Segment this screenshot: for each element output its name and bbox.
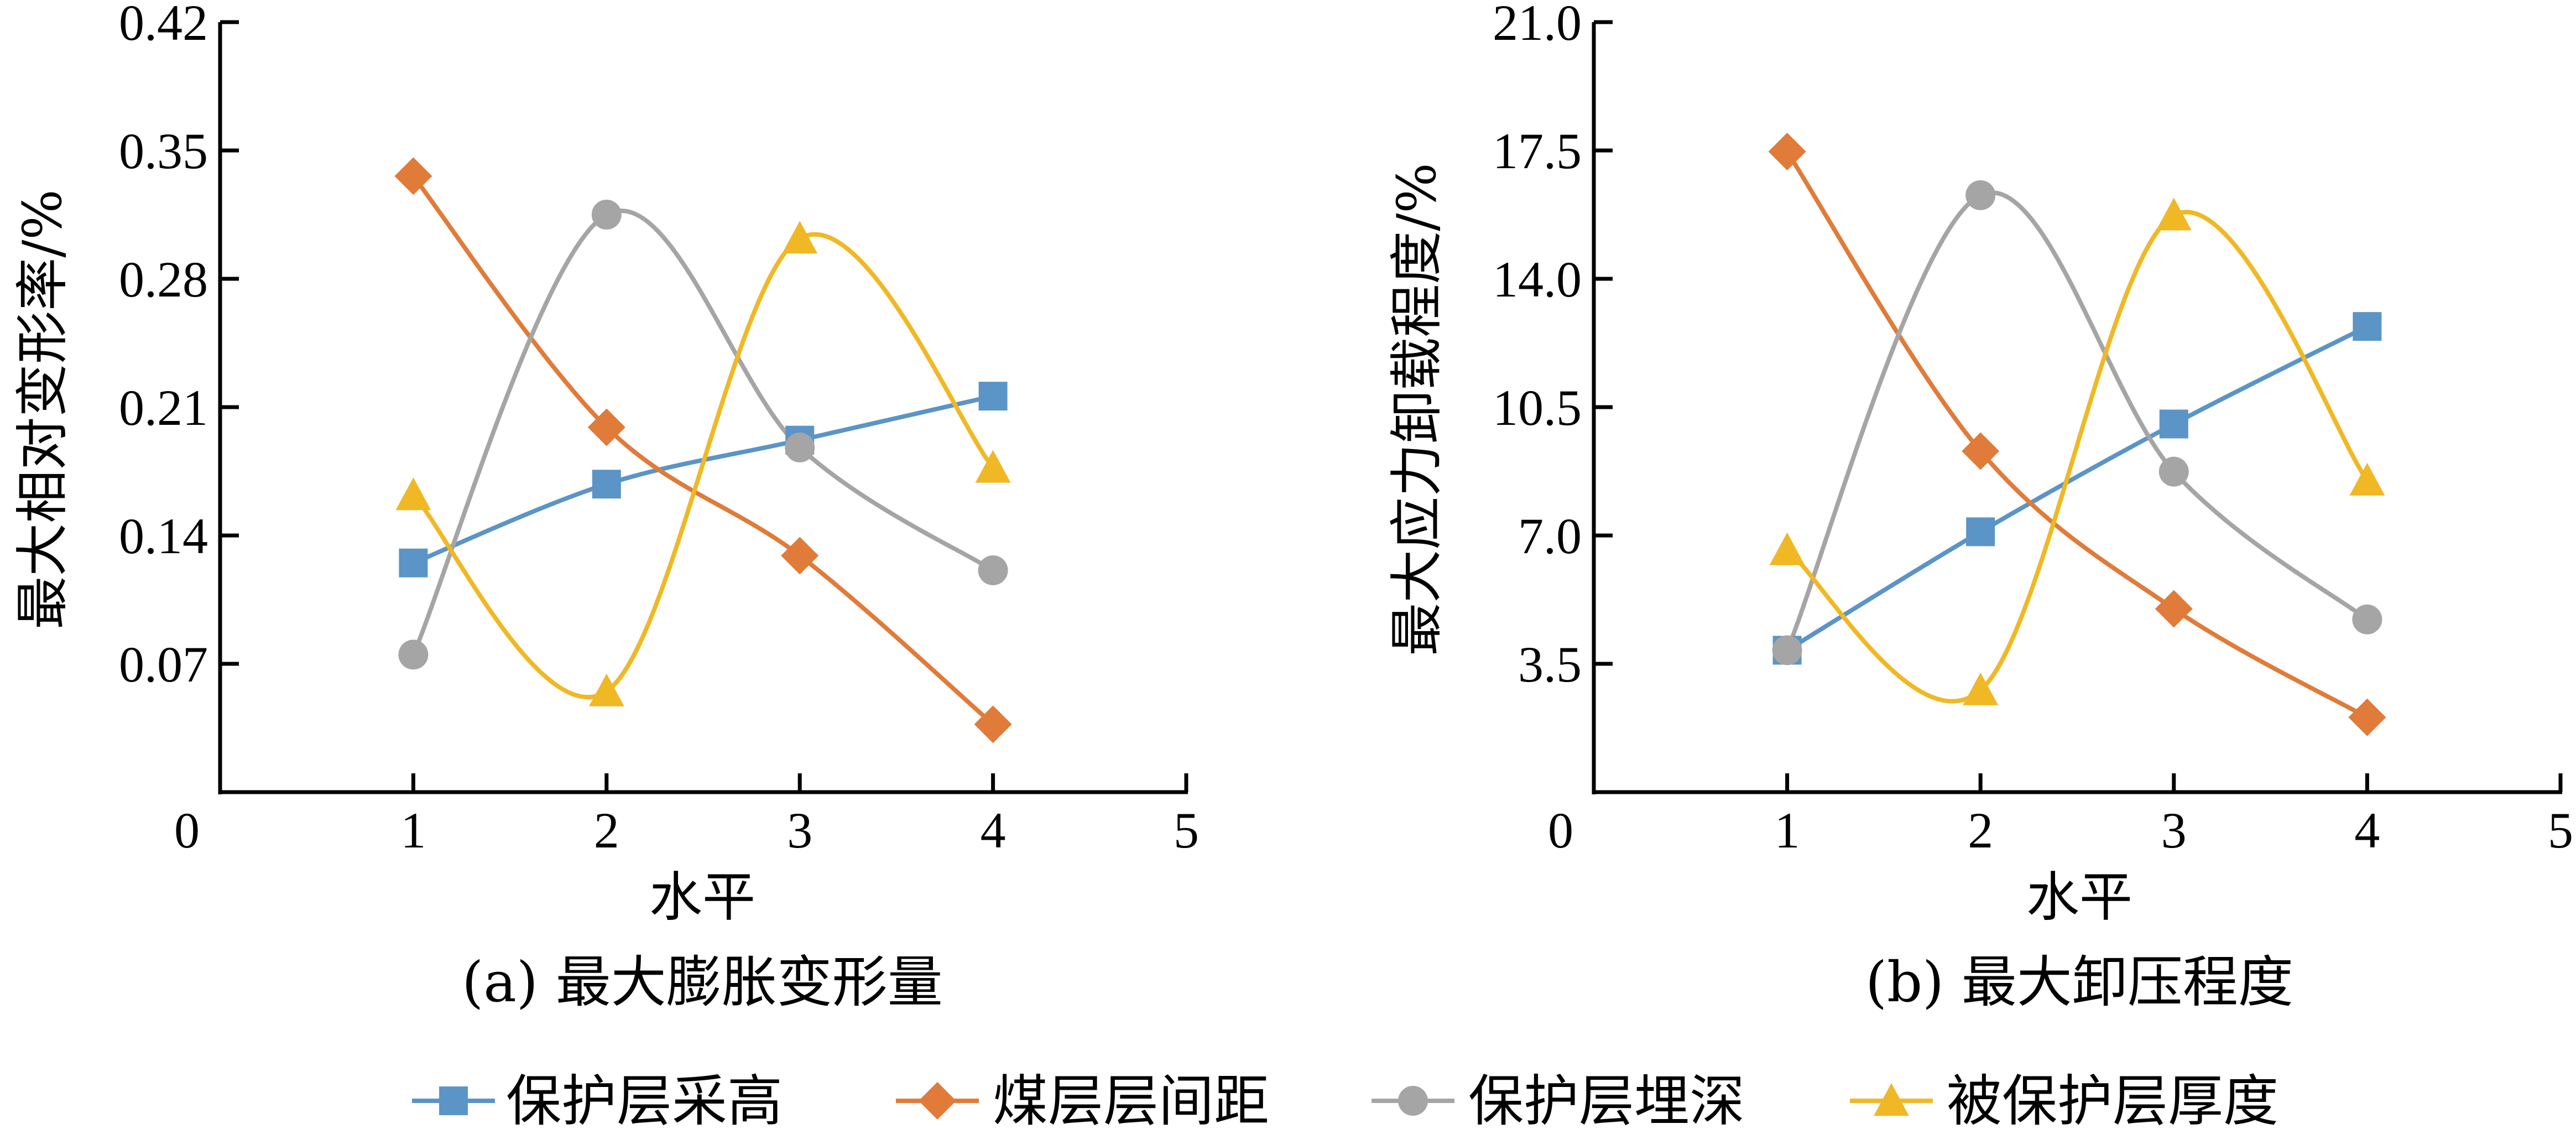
chart-b-y-tick-label: 10.5 <box>1493 379 1582 436</box>
chart-a-y-tick-label: 0.35 <box>119 123 208 179</box>
chart-a-point-triangle <box>588 673 624 706</box>
chart-a-series-line-3 <box>411 232 995 699</box>
legend-label-3: 被保护层厚度 <box>1947 1069 2278 1133</box>
chart-b-x-tick-label: 5 <box>2548 802 2573 859</box>
chart-a-y-tick-label: 0.07 <box>119 636 208 693</box>
chart-b-point-triangle <box>2349 462 2385 496</box>
chart-b-point-circle <box>2352 604 2382 634</box>
chart-b-x-tick-label: 0 <box>1548 802 1573 859</box>
chart-a-series-line-2 <box>411 209 994 656</box>
chart-b-series-line-1 <box>1785 150 2369 720</box>
chart-b-y-tick-label: 14.0 <box>1493 251 1582 308</box>
legend-circle-shape <box>1398 1086 1428 1116</box>
legend-triangle-icon <box>1874 1083 1909 1116</box>
chart-b-series-line-0 <box>1786 324 2369 652</box>
chart-b-point-diamond <box>1768 132 1806 170</box>
chart-a-point-square <box>399 548 428 578</box>
chart-a-y-tick-label: 0.21 <box>119 379 208 436</box>
legend-item-0: 保护层采高 <box>412 1069 783 1133</box>
chart-b-y-tick-label: 3.5 <box>1518 636 1582 693</box>
legend: 保护层采高 煤层层间距 保护层埋深 被保护层厚度 <box>412 1069 2278 1133</box>
chart-a-point-triangle <box>395 477 431 511</box>
chart-a-point-diamond <box>394 157 432 195</box>
chart-a-x-tick-label: 4 <box>981 802 1006 859</box>
chart-panel-a: 0.07 0.14 0.21 0.28 0.35 0.42 0 1 2 3 4 5 水平 最大相对变形… <box>12 0 1199 1015</box>
chart-a-y-tick-label: 0.42 <box>119 0 208 51</box>
chart-a-point-triangle <box>782 221 818 254</box>
chart-panel-b: 3.5 7.0 10.5 14.0 17.5 21.0 0 1 2 3 4 5 水平 最大应力卸载程度… <box>1386 0 2573 1015</box>
legend-item-3: 被保护层厚度 <box>1850 1069 2278 1133</box>
chart-b-point-circle <box>1772 635 1802 665</box>
chart-a-point-triangle <box>975 450 1011 483</box>
legend-square-icon <box>439 1086 468 1115</box>
chart-a-x-tick-label: 3 <box>787 802 812 859</box>
legend-label-2: 保护层埋深 <box>1468 1069 1745 1133</box>
chart-b-series-line-2 <box>1785 190 2369 652</box>
chart-b-point-triangle <box>1963 672 1999 705</box>
chart-a-series-line-1 <box>411 174 995 726</box>
chart-a-point-circle <box>785 432 815 462</box>
chart-b-y-tick-label: 7.0 <box>1518 508 1582 564</box>
chart-a-x-tick-label: 5 <box>1174 802 1199 859</box>
chart-b-point-circle <box>2158 456 2189 487</box>
legend-label-0: 保护层采高 <box>506 1069 783 1133</box>
chart-b-x-tick-label: 1 <box>1775 802 1800 859</box>
chart-a-y-tick-label: 0.28 <box>119 251 208 308</box>
chart-a-marks: 0.07 0.14 0.21 0.28 0.35 0.42 0 1 2 3 4 5 <box>119 0 1199 859</box>
chart-a-xlabel: 水平 <box>649 866 755 928</box>
chart-b-point-diamond <box>1962 432 2000 470</box>
chart-b-ylabel: 最大应力卸载程度/% <box>1386 163 1448 656</box>
chart-a-point-circle <box>978 555 1008 585</box>
chart-b-series-line-3 <box>1786 210 2369 704</box>
chart-a-series-line-0 <box>412 394 994 565</box>
chart-b-xlabel: 水平 <box>2026 866 2132 928</box>
chart-a-point-circle <box>591 200 622 230</box>
chart-b-point-square <box>2159 409 2188 439</box>
legend-item-1: 煤层层间距 <box>896 1069 1269 1133</box>
chart-b-x-tick-label: 4 <box>2354 802 2380 859</box>
legend-diamond-shape <box>919 1082 956 1120</box>
chart-a-point-square <box>592 470 621 499</box>
chart-a-caption: (a) 最大膨胀变形量 <box>462 950 942 1015</box>
chart-b-point-triangle <box>2156 197 2192 231</box>
chart-a-point-square <box>978 382 1008 411</box>
chart-a-ylabel: 最大相对变形率/% <box>12 189 74 630</box>
chart-a-y-tick-label: 0.14 <box>119 508 208 564</box>
chart-b-y-tick-label: 17.5 <box>1493 123 1582 179</box>
chart-a-point-diamond <box>587 408 625 446</box>
chart-b-y-tick-label: 21.0 <box>1493 0 1582 51</box>
legend-diamond-icon <box>919 1082 956 1120</box>
legend-label-1: 煤层层间距 <box>993 1069 1269 1133</box>
chart-a-point-diamond <box>974 705 1012 743</box>
chart-a-x-tick-label: 2 <box>594 802 619 859</box>
chart-a-x-tick-label: 0 <box>174 802 200 859</box>
chart-a-x-tick-label: 1 <box>400 802 426 859</box>
legend-circle-icon <box>1398 1086 1428 1116</box>
chart-b-x-tick-label: 3 <box>2161 802 2187 859</box>
legend-triangle-shape <box>1874 1083 1909 1116</box>
chart-b-point-square <box>2353 312 2382 341</box>
chart-b-caption: (b) 最大卸压程度 <box>1865 950 2293 1015</box>
chart-b-x-tick-label: 2 <box>1968 802 1993 859</box>
chart-a-point-circle <box>398 639 429 670</box>
chart-b-point-triangle <box>1769 532 1805 565</box>
chart-b-point-square <box>1966 517 1995 547</box>
legend-square-shape <box>439 1086 468 1115</box>
chart-b-marks: 3.5 7.0 10.5 14.0 17.5 21.0 0 1 2 3 4 5 <box>1493 0 2573 859</box>
chart-b-point-diamond <box>2348 698 2386 736</box>
chart-b-point-diamond <box>2155 590 2193 628</box>
chart-a-point-diamond <box>781 537 819 575</box>
legend-item-2: 保护层埋深 <box>1372 1069 1745 1133</box>
chart-b-point-circle <box>1965 180 1996 210</box>
